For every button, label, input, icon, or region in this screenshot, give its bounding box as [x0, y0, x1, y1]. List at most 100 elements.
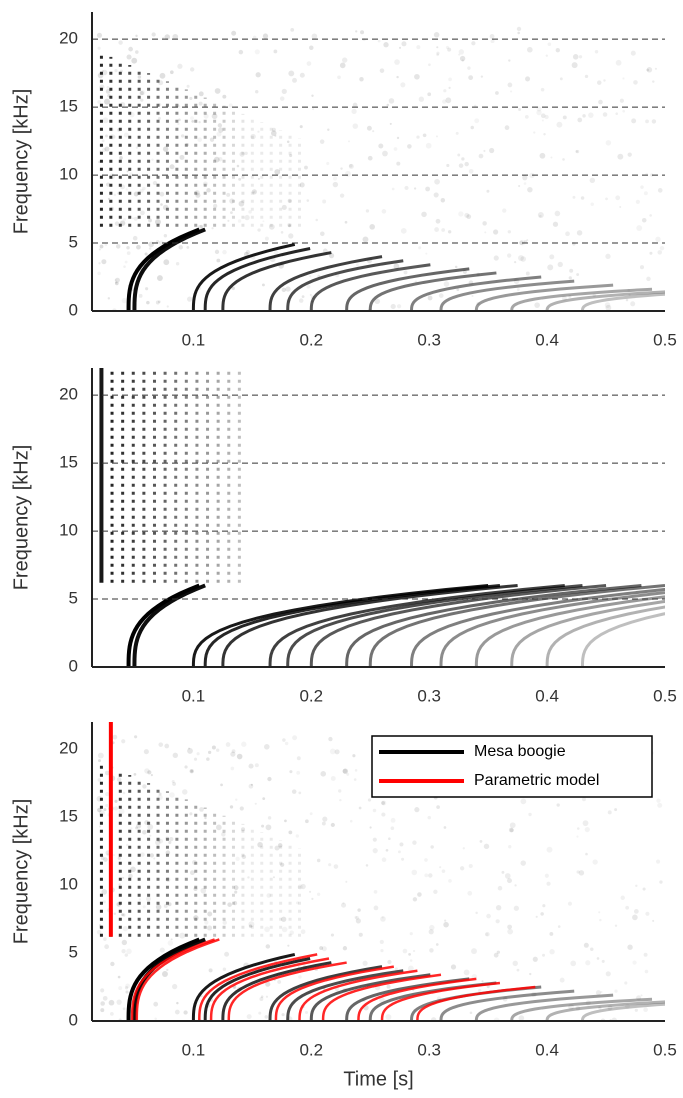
spectrogram-texture	[349, 819, 353, 823]
spectrogram-texture	[572, 195, 576, 199]
spectrogram-texture	[614, 808, 618, 812]
spectrogram-texture	[231, 749, 236, 754]
spectrogram-texture	[541, 119, 544, 122]
spectrogram-texture	[456, 288, 460, 292]
spectrogram-texture	[114, 281, 119, 286]
spectrogram-texture	[305, 1010, 309, 1015]
spectrogram-texture	[434, 227, 440, 232]
spectrogram-texture	[147, 823, 154, 830]
spectrogram-texture	[117, 192, 120, 195]
spectrogram-texture	[590, 202, 594, 206]
spectrogram-texture	[238, 177, 242, 181]
spectrogram-texture	[396, 161, 401, 166]
spectrogram-texture	[126, 170, 129, 173]
spectrogram-texture	[126, 54, 132, 60]
spectrogram-texture	[155, 904, 162, 910]
y-tick-label: 10	[59, 165, 78, 184]
spectrogram-texture	[309, 275, 312, 278]
spectrogram-texture	[150, 774, 153, 777]
x-tick-label: 0.2	[299, 686, 323, 705]
spectrogram-texture	[346, 772, 350, 776]
spectrogram-texture	[328, 253, 335, 259]
spectrogram-texture	[518, 1015, 525, 1021]
spectrogram-texture	[537, 211, 544, 218]
spectrogram-texture	[250, 133, 256, 140]
spectrogram-texture	[106, 853, 110, 857]
spectrogram-texture	[172, 983, 178, 990]
spectrogram-texture	[295, 834, 299, 838]
spectrogram-texture	[474, 118, 480, 124]
spectrogram-texture	[110, 1012, 114, 1016]
spectrogram-texture	[222, 920, 227, 925]
spectrogram-texture	[320, 770, 327, 777]
spectrogram-texture	[512, 960, 518, 967]
spectrogram-texture	[594, 50, 599, 54]
spectrogram-texture	[125, 990, 129, 994]
spectrogram-texture	[493, 255, 499, 261]
spectrogram-texture	[221, 961, 332, 1021]
spectrogram-texture	[233, 986, 236, 989]
spectrogram-texture	[345, 267, 470, 311]
spectrogram-texture	[389, 122, 392, 125]
spectrogram-texture	[544, 114, 549, 120]
spectrogram-texture	[197, 137, 203, 143]
spectrogram-texture	[546, 881, 551, 886]
spectrogram-texture	[615, 195, 621, 201]
spectrogram-texture	[507, 253, 512, 258]
spectrogram-texture	[300, 929, 306, 935]
spectrogram-texture	[190, 769, 194, 773]
spectrogram-texture	[640, 994, 643, 997]
spectrogram-texture	[571, 62, 578, 69]
y-tick-label: 20	[59, 385, 78, 404]
spectrogram-texture	[615, 59, 622, 66]
spectrogram-texture	[410, 275, 542, 311]
spectrogram-texture	[443, 281, 450, 287]
spectrogram-texture	[588, 112, 594, 118]
spectrogram-texture	[509, 828, 514, 833]
x-tick-label: 0.2	[299, 330, 323, 349]
spectrogram-texture	[352, 102, 358, 108]
spectrogram-texture	[381, 801, 386, 805]
spectrogram-texture	[142, 186, 146, 191]
spectrogram-texture	[428, 929, 434, 935]
spectrogram-texture	[140, 852, 145, 857]
spectrogram-texture	[368, 271, 497, 311]
spectrogram-texture	[577, 117, 583, 123]
y-tick-label: 10	[59, 521, 78, 540]
spectrogram-texture	[473, 104, 477, 108]
spectrogram-texture	[204, 816, 207, 820]
spectrogram-texture	[427, 815, 432, 820]
spectrogram-texture	[143, 749, 149, 755]
spectrogram-texture	[158, 103, 162, 107]
spectrogram-texture	[450, 964, 457, 970]
spectrogram-texture	[640, 185, 644, 189]
spectrogram-texture	[240, 827, 246, 832]
spectrogram-texture	[403, 270, 408, 275]
spectrogram-texture	[528, 812, 532, 817]
spectrogram-texture	[330, 822, 335, 828]
spectrogram-texture	[142, 905, 146, 909]
spectrogram-texture	[221, 251, 332, 311]
spectrogram-texture	[271, 127, 276, 132]
spectrogram-texture	[643, 1007, 648, 1013]
spectrogram-texture	[447, 47, 452, 52]
spectrogram-texture	[393, 263, 400, 270]
spectrogram-texture	[390, 817, 396, 823]
spectrogram-texture	[198, 120, 201, 124]
spectrogram-texture	[339, 798, 342, 802]
spectrogram-texture	[458, 53, 461, 56]
spectrogram-texture	[416, 985, 536, 1021]
spectrogram-texture	[130, 866, 136, 873]
spectrogram-texture	[387, 959, 392, 965]
spectrogram-texture	[659, 245, 665, 251]
spectrogram-texture	[373, 889, 378, 894]
spectrogram-texture	[119, 184, 126, 190]
spectrogram-texture	[595, 990, 601, 996]
y-tick-label: 20	[59, 29, 78, 48]
spectrogram-texture	[412, 840, 417, 845]
spectrogram-texture	[486, 985, 490, 989]
legend-label: Mesa boogie	[474, 743, 566, 760]
spectrogram-texture	[124, 986, 129, 990]
spectrogram-texture	[627, 944, 633, 950]
spectrogram-texture	[578, 55, 583, 59]
